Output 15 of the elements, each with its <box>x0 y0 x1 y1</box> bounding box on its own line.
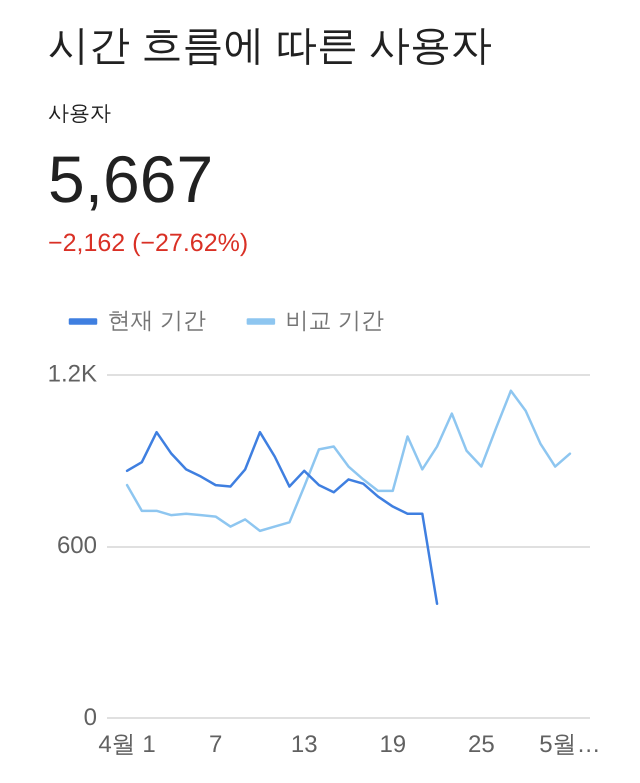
text: −2,162 (−27.62%) <box>48 228 248 258</box>
y-tick-label: 0 <box>84 704 97 731</box>
x-tick-label: 5월… <box>539 731 601 758</box>
y-tick-label: 600 <box>56 532 97 560</box>
text: 5,667 <box>48 141 214 218</box>
x-tick-label: 13 <box>290 731 318 758</box>
x-tick-label: 4월 1 <box>98 731 156 758</box>
chart-subtitle: 사용자 <box>48 101 111 126</box>
chart-title: 시간 흐름에 따른 사용자 <box>48 21 492 70</box>
y-tick-label: 1.2K <box>48 360 97 388</box>
legend-label: 현재 기간 <box>108 306 206 333</box>
x-tick-label: 7 <box>208 731 222 758</box>
legend-label: 비교 기간 <box>285 306 384 333</box>
x-tick-label: 25 <box>468 731 495 758</box>
x-tick-label: 19 <box>379 731 406 758</box>
